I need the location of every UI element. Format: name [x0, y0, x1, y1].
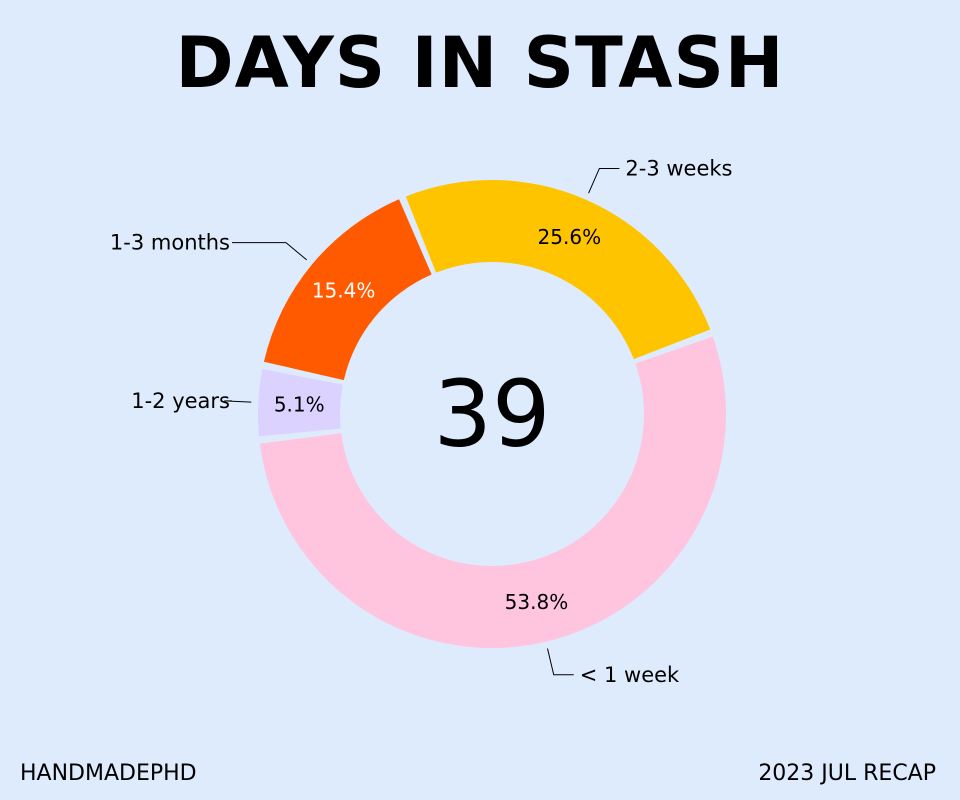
category-label-1-3-months: 1-3 months — [110, 231, 230, 255]
slice-2-3-weeks — [405, 180, 711, 360]
value-label-1-2-years: 5.1% — [274, 393, 325, 417]
leader-line-1-2-years — [224, 400, 252, 403]
category-label-1-week: < 1 week — [580, 663, 680, 687]
footer-recap: 2023 JUL RECAP — [758, 761, 936, 786]
footer-brand: HANDMADEPHD — [20, 761, 197, 786]
value-label-1-week: 53.8% — [505, 590, 569, 614]
value-label-2-3-weeks: 25.6% — [538, 225, 602, 249]
category-label-1-2-years: 1-2 years — [131, 389, 230, 413]
leader-line-1-week — [547, 648, 574, 676]
category-label-2-3-weeks: 2-3 weeks — [625, 156, 732, 180]
leader-line-1-3-months — [232, 242, 308, 261]
slice-1-2-years — [258, 368, 343, 437]
slice-1-week — [259, 336, 727, 648]
chart-title: DAYS IN STASH — [175, 22, 785, 104]
slice-1-3-months — [263, 199, 432, 381]
leader-line-2-3-weeks — [588, 167, 620, 194]
value-label-1-3-months: 15.4% — [312, 279, 376, 303]
center-value: 39 — [433, 361, 550, 468]
